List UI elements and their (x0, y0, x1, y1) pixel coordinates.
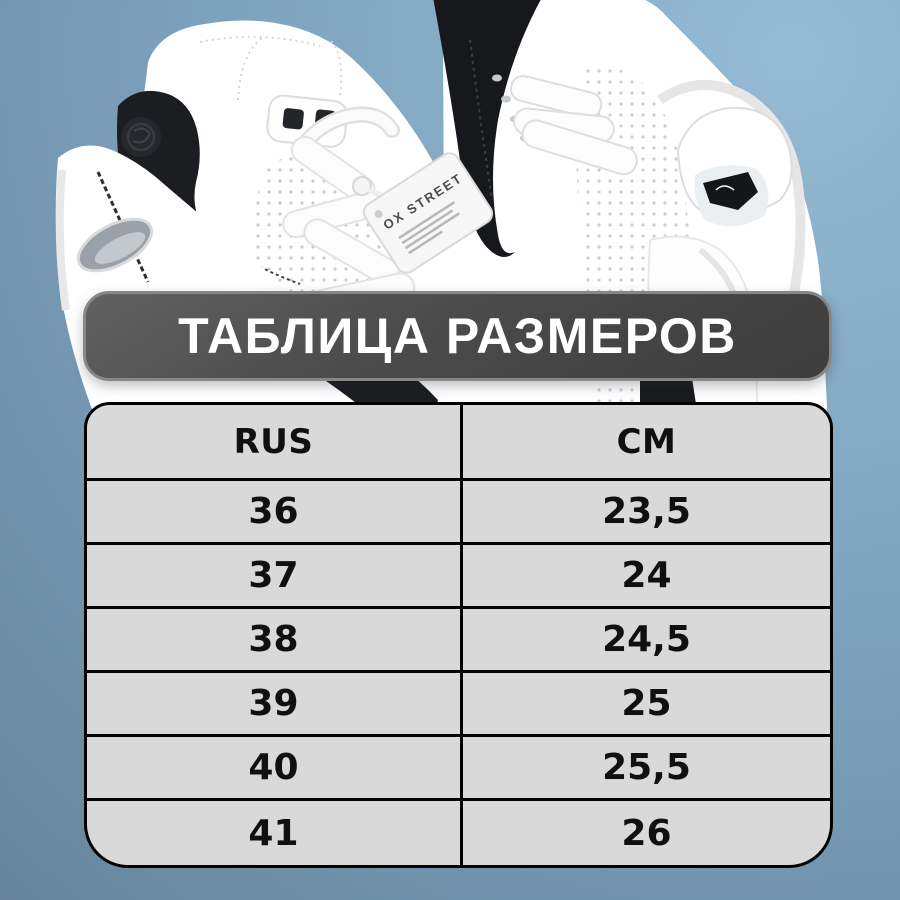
size-cell-cm: 24 (462, 545, 830, 609)
heel-band (433, 0, 541, 257)
size-cell-rus: 41 (87, 801, 463, 865)
size-cell-rus: 37 (87, 545, 463, 609)
flag-logo-tag (703, 172, 758, 210)
column-header-rus: RUS (87, 405, 463, 481)
size-cell-cm: 25,5 (462, 737, 830, 801)
size-table: RUS CM 36 23,5 37 24 38 24,5 39 25 40 25… (84, 402, 833, 868)
size-cell-cm: 25 (462, 673, 830, 737)
laces (492, 74, 638, 176)
air-unit (76, 217, 154, 273)
ox-street-tag: OX STREET (362, 152, 494, 274)
size-cell-rus: 36 (87, 481, 463, 545)
size-table-banner: ТАБЛИЦА РАЗМЕРОВ (83, 291, 832, 381)
size-cell-rus: 38 (87, 609, 463, 673)
size-cell-cm: 26 (621, 812, 672, 854)
size-cell-rus: 39 (87, 673, 463, 737)
column-header-cm: CM (462, 405, 830, 481)
banner-title: ТАБЛИЦА РАЗМЕРОВ (178, 308, 737, 364)
size-cell-cm: 23,5 (462, 481, 830, 545)
zip-tie-bead (352, 176, 372, 196)
tag-hole (374, 210, 383, 219)
size-cell-rus: 40 (87, 737, 463, 801)
size-cell-cm: 24,5 (462, 609, 830, 673)
